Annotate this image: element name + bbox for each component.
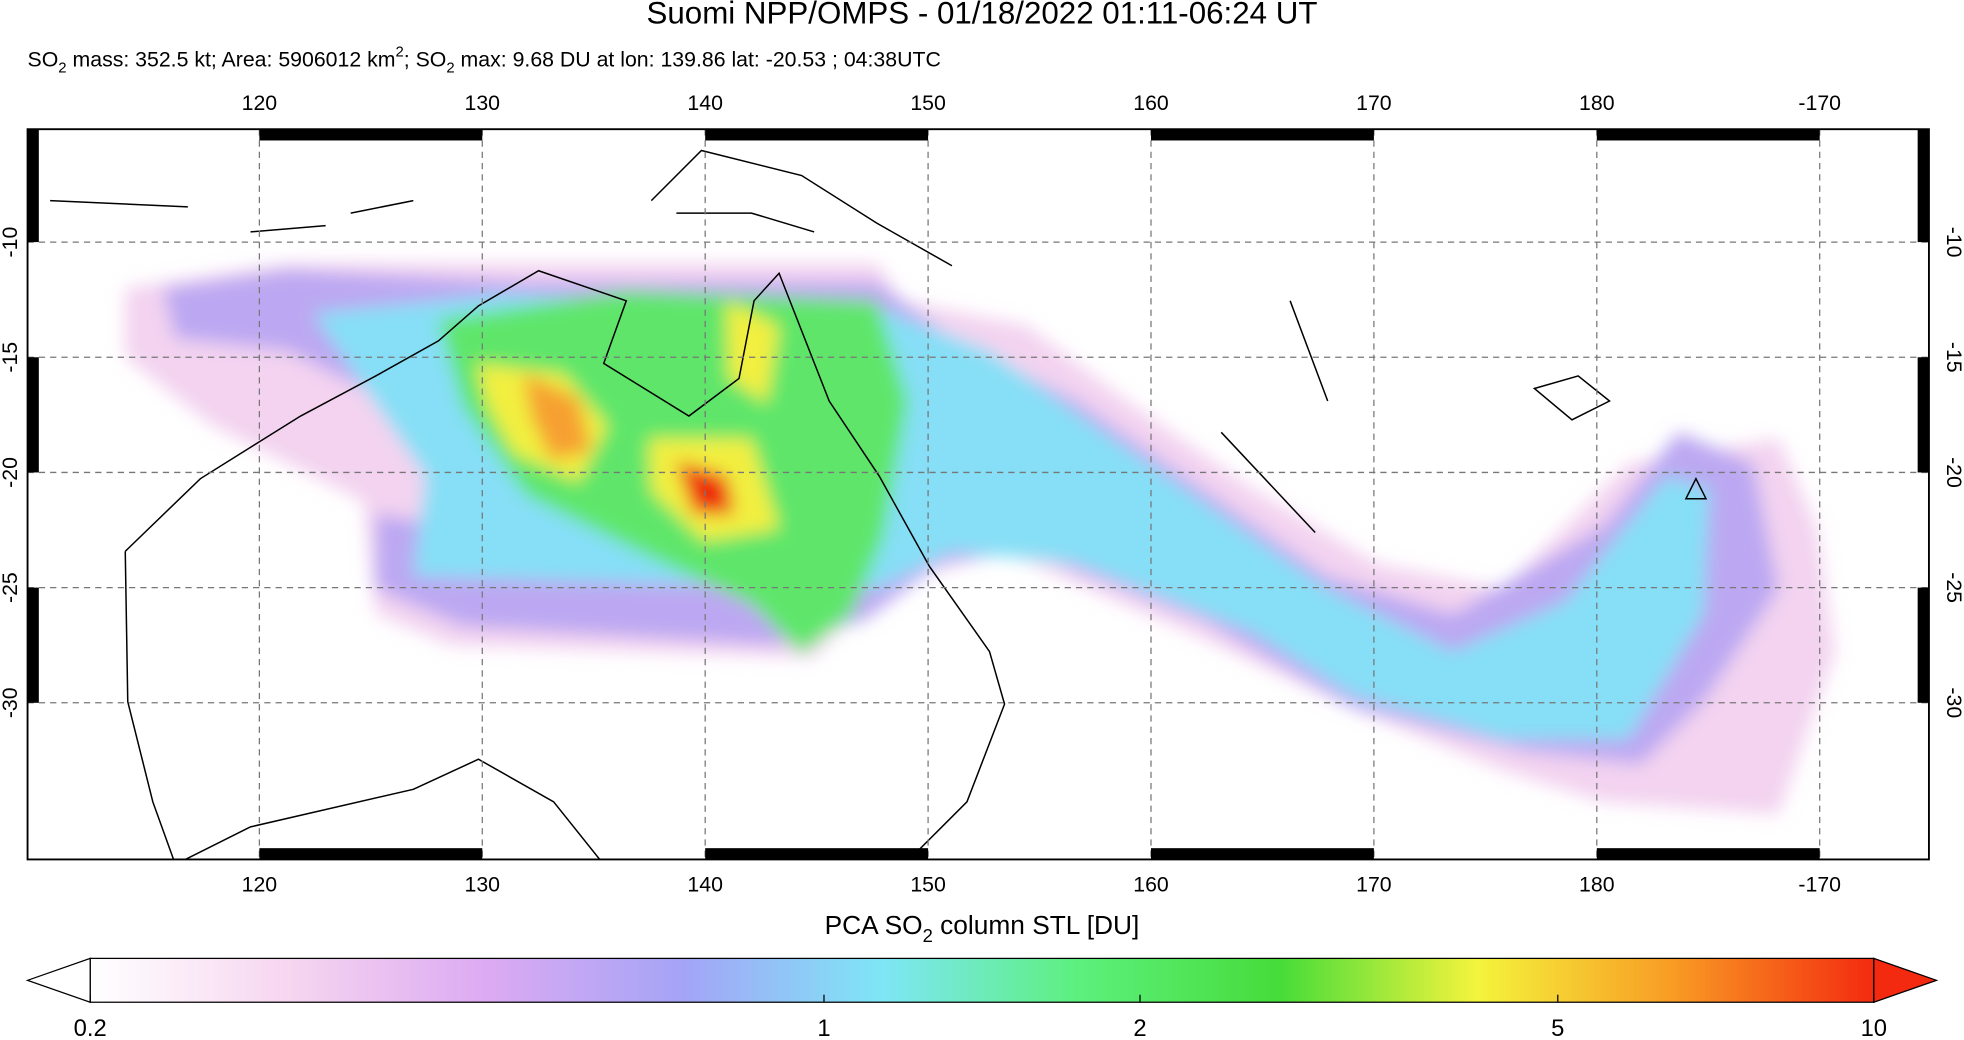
frame-bar	[1917, 587, 1929, 703]
y-tick-label: -15	[1942, 342, 1964, 373]
y-tick-label: -30	[0, 687, 22, 718]
text-part: mass: 352.5 kt; Area: 5906012 km	[67, 47, 396, 71]
x-tick-label: 180	[1579, 872, 1615, 896]
text-part: 2	[446, 60, 454, 76]
title: Suomi NPP/OMPS - 01/18/2022 01:11-06:24 …	[647, 0, 1318, 30]
tonga-marker	[1684, 476, 1708, 500]
new-guinea-coast	[650, 149, 953, 267]
text-part: 2	[58, 60, 66, 76]
vanuatu-coast	[1289, 300, 1329, 402]
new-caledonia-coast	[1220, 431, 1316, 534]
text-part: max: 9.68 DU at lon: 139.86 lat: -20.53 …	[455, 47, 941, 71]
grid	[27, 129, 1929, 860]
text-part: column STL [DU]	[933, 910, 1140, 940]
x-tick-label: 170	[1356, 872, 1392, 896]
frame-bar	[1917, 129, 1929, 243]
x-tick-label: 130	[465, 91, 501, 115]
colorbar-tick-label: 5	[1551, 1015, 1564, 1040]
y-tick-label: -25	[0, 572, 22, 603]
colorbar: 0.2 1 2 5 10	[25, 957, 1939, 1040]
x-tick-label: 160	[1133, 91, 1169, 115]
plume-red	[676, 461, 734, 514]
x-tick-label: 170	[1356, 91, 1392, 115]
x-tick-label: 160	[1133, 872, 1169, 896]
fiji-coast	[1532, 375, 1611, 421]
text-part: 2	[395, 44, 403, 60]
colorbar-tick-label: 0.2	[74, 1015, 107, 1040]
x-tick-label: 140	[687, 872, 723, 896]
australia-coast	[124, 269, 1006, 860]
subtitle: SO2 mass: 352.5 kt; Area: 5906012 km2; S…	[28, 44, 941, 76]
frame-bar	[1917, 357, 1929, 473]
text-part: SO	[28, 47, 59, 71]
frame-bar	[1596, 129, 1820, 141]
frame-bar	[27, 587, 39, 703]
y-tick-label: -30	[1942, 687, 1964, 718]
colorbar-tick-label: 10	[1861, 1015, 1887, 1040]
y-tick-label: -10	[1942, 227, 1964, 258]
so2-plume	[125, 263, 1835, 815]
frame-bar	[259, 129, 483, 141]
colorbar-low-extend	[25, 957, 91, 1004]
x-tick-label: 150	[910, 872, 946, 896]
frame-bars	[27, 129, 1929, 860]
frame-bar	[27, 357, 39, 473]
colorbar-high-extend	[1873, 957, 1939, 1004]
text-part: 2	[923, 925, 933, 946]
text-part: ; SO	[404, 47, 447, 71]
plume-orange	[523, 373, 592, 460]
frame-bar	[705, 848, 929, 860]
x-tick-label: 130	[465, 872, 501, 896]
x-tick-label: 150	[910, 91, 946, 115]
x-tick-label: -170	[1798, 91, 1841, 115]
colorbar-tick-label: 2	[1133, 1015, 1146, 1040]
text-part: PCA SO	[825, 910, 923, 940]
frame-bar	[27, 129, 39, 243]
colorbar-tick-label: 1	[817, 1015, 830, 1040]
map-frame	[26, 128, 1930, 861]
x-tick-label: 140	[687, 91, 723, 115]
y-tick-label: -20	[0, 457, 22, 488]
frame-bar	[1150, 129, 1374, 141]
y-tick-label: -10	[0, 227, 22, 258]
x-tick-label: 180	[1579, 91, 1615, 115]
x-tick-label: -170	[1798, 872, 1841, 896]
map-content	[27, 129, 1929, 860]
colorbar-bar	[89, 957, 1875, 1003]
frame-bar	[259, 848, 483, 860]
y-tick-label: -15	[0, 342, 22, 373]
x-tick-label: 120	[242, 91, 278, 115]
y-tick-label: -20	[1942, 457, 1964, 488]
frame-bar	[705, 129, 929, 141]
y-tick-label: -25	[1942, 572, 1964, 603]
tick-labels: 120 120 130 130 140 140 150 150 160 160 170 170 180 1…	[0, 91, 1964, 897]
x-tick-label: 120	[242, 872, 278, 896]
colorbar-label: PCA SO2 column STL [DU]	[825, 910, 1140, 946]
frame-bar	[1596, 848, 1820, 860]
frame-bar	[1150, 848, 1374, 860]
timor-coast	[50, 199, 414, 233]
coastlines	[50, 149, 1708, 860]
